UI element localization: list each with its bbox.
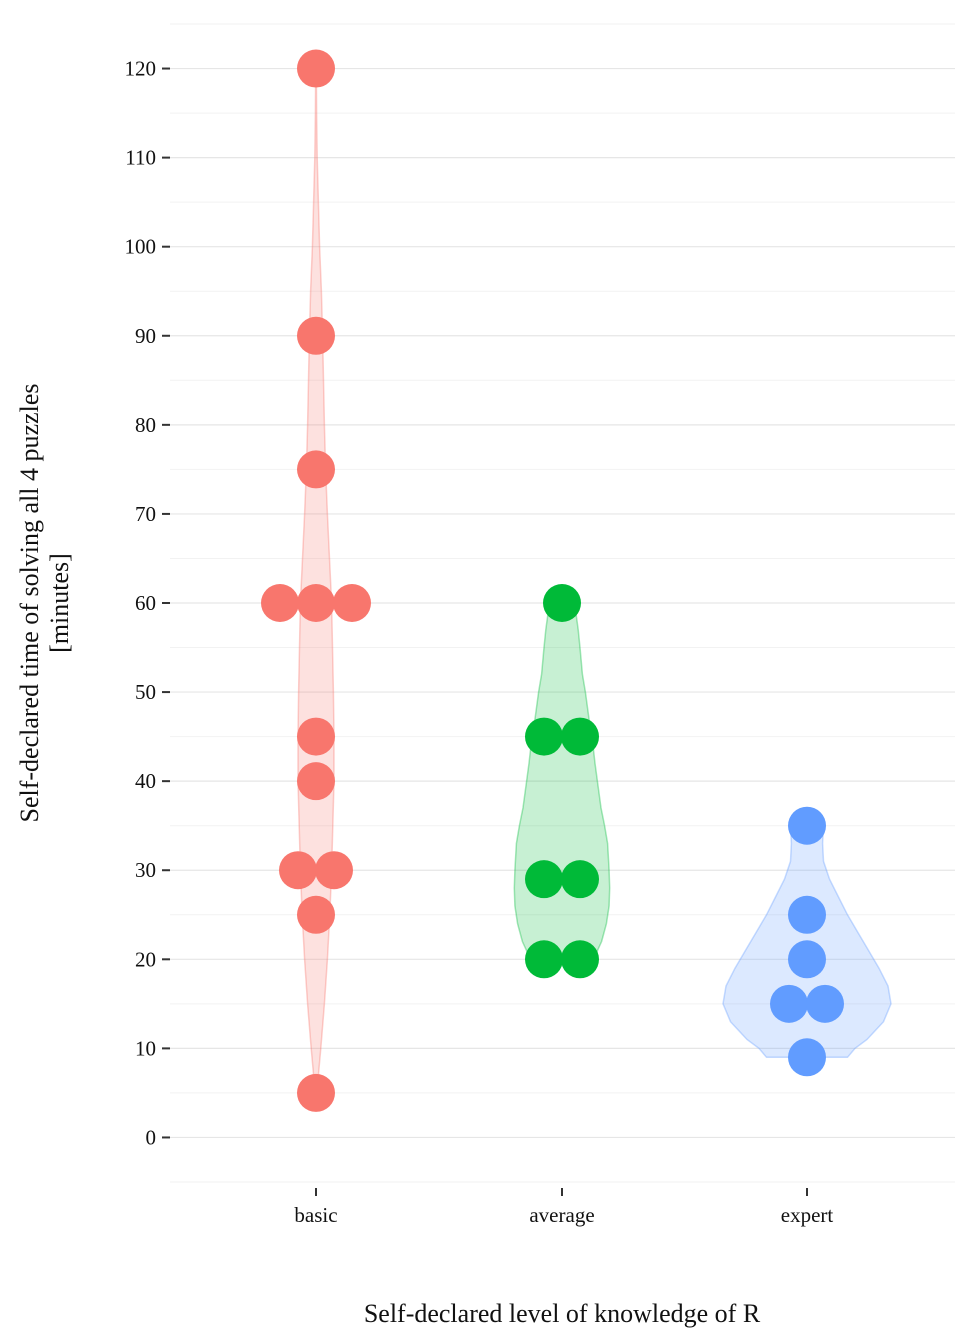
point-expert <box>788 895 826 934</box>
point-expert <box>770 984 808 1023</box>
violin-basic <box>297 67 335 1094</box>
point-basic <box>297 1073 335 1112</box>
point-expert <box>788 806 826 845</box>
point-basic <box>297 49 335 88</box>
point-average <box>561 940 599 979</box>
violin-average <box>513 602 611 961</box>
x-tick-label: basic <box>294 1203 337 1227</box>
y-axis-title-line-2: [minutes] <box>45 553 74 653</box>
point-basic <box>297 717 335 756</box>
y-tick-label: 90 <box>135 324 156 348</box>
y-tick-label: 40 <box>135 769 156 793</box>
point-average <box>543 584 581 622</box>
axes: 0 10 20 30 40 50 60 70 80 90 100 110 120 basic average… <box>125 57 834 1227</box>
point-basic <box>333 584 371 622</box>
y-tick-label: 100 <box>125 235 157 259</box>
x-tick-label: average <box>529 1203 594 1227</box>
x-axis-title: Self-declared level of knowledge of R <box>364 1299 761 1328</box>
y-tick-label: 0 <box>146 1125 157 1149</box>
point-basic <box>297 316 335 355</box>
point-expert <box>806 984 844 1023</box>
y-tick-label: 10 <box>135 1036 156 1060</box>
data-points <box>261 49 844 1112</box>
gridlines <box>170 23 955 1183</box>
point-average <box>525 860 563 899</box>
violins <box>297 67 892 1094</box>
point-basic <box>297 895 335 934</box>
y-tick-label: 30 <box>135 858 156 882</box>
y-tick-label: 110 <box>125 146 156 170</box>
point-basic <box>315 851 353 890</box>
point-basic <box>279 851 317 890</box>
x-tick-label: expert <box>781 1203 834 1227</box>
y-tick-label: 20 <box>135 947 156 971</box>
point-average <box>525 717 563 756</box>
point-average <box>525 940 563 979</box>
point-expert <box>788 940 826 979</box>
y-tick-label: 80 <box>135 413 156 437</box>
y-axis-title: Self-declared time of solving all 4 puzz… <box>15 384 74 823</box>
y-tick-label: 50 <box>135 680 156 704</box>
point-expert <box>788 1038 826 1077</box>
point-average <box>561 717 599 756</box>
y-tick-label: 60 <box>135 591 156 615</box>
y-tick-label: 70 <box>135 502 156 526</box>
point-basic <box>297 584 335 622</box>
point-average <box>561 860 599 899</box>
point-basic <box>261 584 299 622</box>
point-basic <box>297 762 335 801</box>
y-axis-title-line-1: Self-declared time of solving all 4 puzz… <box>15 384 44 823</box>
y-tick-label: 120 <box>125 57 157 81</box>
point-basic <box>297 450 335 489</box>
